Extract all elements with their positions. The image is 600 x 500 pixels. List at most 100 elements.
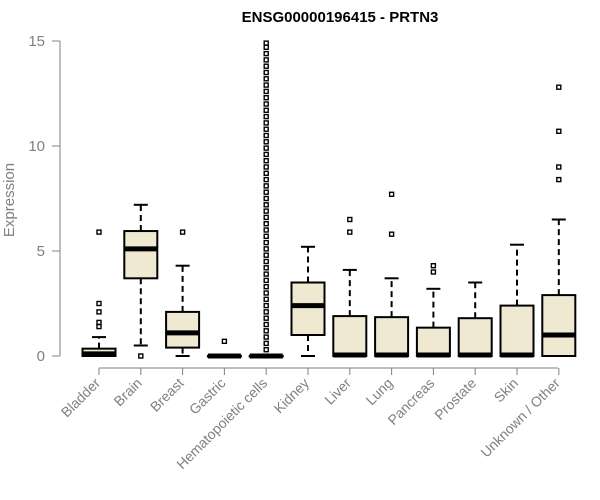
outlier-point [263,101,269,107]
outlier-point [263,328,269,334]
box-unknown-other [541,84,577,358]
outlier-point [221,338,228,344]
outlier-point [388,231,395,237]
y-tick-label: 10 [28,138,45,155]
box-prostate [457,281,493,358]
outlier-point [556,164,562,170]
box-hematopoietic-cells [248,40,284,359]
outlier-point [263,340,269,347]
outlier-point [263,94,269,101]
y-tick-label: 15 [28,33,45,50]
outlier-point [556,128,562,135]
box-rect [415,326,451,357]
outlier-point [263,315,269,321]
box-rect [499,304,535,358]
outlier-point [263,63,269,69]
outlier-point [263,220,269,227]
outlier-point [263,88,269,95]
outlier-point [263,57,269,63]
outlier-point [263,239,269,246]
box-pancreas [415,263,451,358]
outlier-point [263,227,269,233]
outlier-point [263,321,269,328]
outlier-point [263,277,269,284]
box-skin [499,243,535,358]
outlier-point [263,120,269,126]
outlier-point [263,258,269,265]
outlier-point [430,263,437,269]
outlier-point [263,195,269,202]
box-rect [165,310,201,349]
outlier-point [347,216,353,223]
outlier-point [263,132,269,139]
outlier-point [263,246,269,252]
outlier-point [263,44,269,50]
outlier-point [263,208,269,214]
y-axis-ticks: 0 5 10 15 [28,33,60,365]
box-liver [332,216,368,358]
outlier-point [263,126,269,132]
outlier-point [96,323,102,330]
outlier-point [263,176,269,183]
box-kidney [290,245,326,357]
outlier-point [138,353,144,359]
outlier-point [263,183,269,189]
box-lung [374,191,410,358]
outlier-point [263,214,269,221]
outlier-point [263,252,269,258]
box-breast [165,229,201,357]
outlier-point [263,296,269,302]
box-bladder [81,229,117,357]
outlier-point [263,69,269,76]
outlier-point [263,151,269,158]
x-tick-label: Breast [147,375,187,415]
outlier-point [263,265,269,271]
outlier-point [430,269,437,275]
outlier-point [96,229,102,235]
box-rect [332,315,368,358]
box-rect [123,230,159,280]
x-tick-label: Liver [321,375,354,408]
x-tick-label: Brain [110,375,144,409]
box-group [81,40,577,359]
x-tick-label: Kidney [271,375,313,417]
box-rect [374,316,410,357]
outlier-point [96,309,102,315]
y-tick-label: 5 [37,243,45,260]
outlier-point [263,113,269,120]
x-tick-label: Skin [491,375,522,406]
outlier-point [263,284,269,290]
outlier-point [263,347,269,353]
chart-title: ENSG00000196415 - PRTN3 [242,9,439,26]
outlier-point [179,229,186,235]
outlier-point [263,290,269,296]
x-tick-label: Lung [362,375,395,408]
outlier-point [263,50,269,57]
outlier-point [347,229,353,235]
x-tick-label: Prostate [431,375,479,423]
outlier-point [263,271,269,277]
outlier-point [263,189,269,195]
outlier-point [263,334,269,340]
x-tick-label: Unknown / Other [477,375,563,461]
box-rect [290,281,326,336]
outlier-point [263,233,269,240]
outlier-point [263,170,269,177]
outlier-point [263,164,269,170]
box-brain [123,203,159,359]
outlier-point [96,300,102,307]
outlier-point [263,82,269,88]
box-rect [457,317,493,358]
box-gastric [206,338,242,359]
outlier-point [263,202,269,208]
outlier-point [263,302,269,309]
outlier-point [556,176,562,183]
box-rect [541,294,577,358]
outlier-point [263,139,269,145]
outlier-point [263,76,269,82]
x-tick-label: Bladder [58,375,104,421]
outlier-point [263,107,269,114]
outlier-point [556,84,562,90]
